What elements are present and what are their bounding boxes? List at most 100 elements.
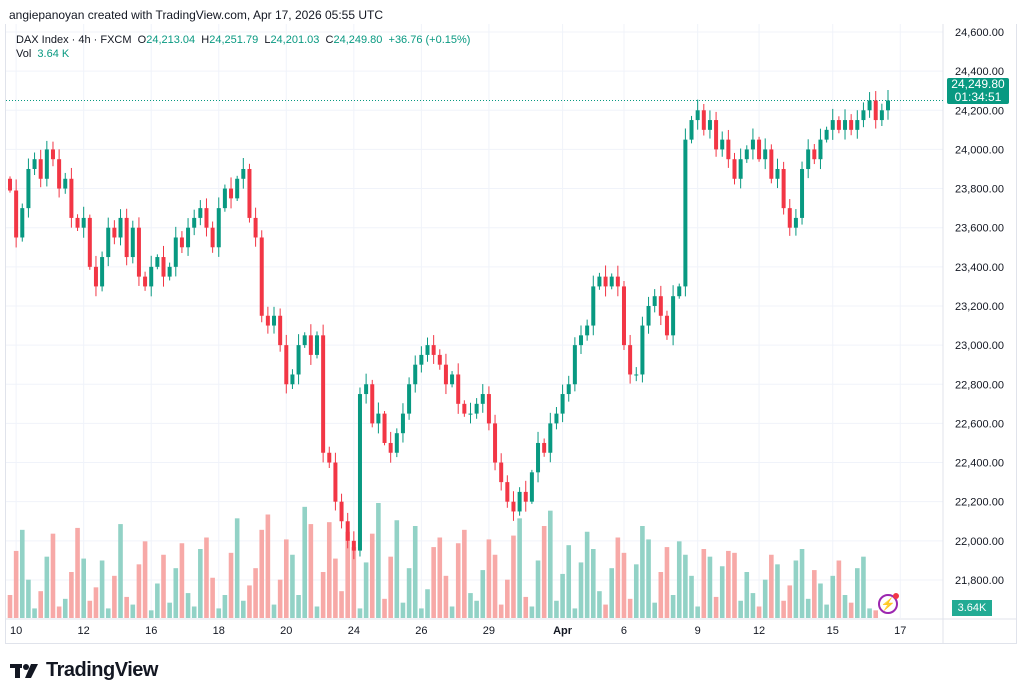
- volume-bar: [376, 503, 381, 618]
- candle-body: [714, 120, 719, 150]
- candle-body: [677, 286, 682, 297]
- candle-body: [830, 120, 835, 130]
- volume-bar: [695, 606, 700, 618]
- tradingview-logo-icon: [10, 663, 38, 678]
- volume-bar: [517, 518, 522, 618]
- volume-value: 3.64 K: [37, 48, 70, 60]
- volume-bar: [50, 533, 56, 618]
- candle-body: [517, 491, 522, 512]
- volume-bar: [775, 564, 780, 618]
- volume-bar: [621, 552, 627, 618]
- low-value: 24,201.03: [270, 34, 320, 46]
- candle-body: [738, 159, 743, 179]
- volume-bar: [701, 549, 707, 618]
- volume-bar: [320, 572, 326, 618]
- candle-body: [253, 217, 258, 238]
- price-chart[interactable]: 21,800.00 22,000.00 22,200.00 22,400.00 22,6…: [0, 0, 1024, 650]
- volume-bar: [603, 604, 608, 618]
- candle-body: [597, 276, 602, 287]
- volume-bar: [431, 547, 436, 618]
- y-tick-label: 22,400.00: [955, 458, 1004, 470]
- candle-body: [468, 413, 473, 415]
- x-tick-label: 15: [827, 625, 839, 637]
- candle-body: [480, 394, 485, 404]
- candle-body: [345, 521, 350, 541]
- volume-bar: [805, 598, 811, 618]
- volume-bar: [744, 572, 750, 618]
- volume-bar: [652, 602, 657, 618]
- volume-bar: [363, 562, 369, 618]
- candle-body: [701, 110, 706, 130]
- candle-body: [806, 149, 811, 169]
- y-tick-label: 23,200.00: [955, 301, 1004, 313]
- candle-body: [628, 345, 633, 375]
- candle-body: [382, 413, 387, 443]
- volume-bar: [56, 606, 62, 618]
- volume-bar: [535, 560, 541, 618]
- candle-body: [536, 442, 541, 473]
- candle-body: [204, 208, 209, 228]
- candle-body: [603, 276, 608, 287]
- volume-bar: [283, 539, 289, 618]
- volume-bar: [468, 593, 473, 618]
- volume-bar: [474, 600, 479, 618]
- volume-bar: [406, 568, 412, 618]
- volume-bar: [793, 560, 799, 618]
- volume-bar: [222, 595, 228, 618]
- volume-bar: [271, 604, 277, 618]
- candle-body: [241, 168, 246, 179]
- volume-bar: [155, 583, 160, 618]
- volume-bar: [824, 604, 829, 618]
- volume-bar: [572, 608, 578, 618]
- candle-body: [272, 315, 277, 326]
- volume-bar: [38, 591, 43, 618]
- candle-body: [400, 413, 405, 434]
- candle-body: [548, 423, 553, 453]
- volume-bar: [333, 558, 338, 618]
- symbol-legend: DAX Index · 4h · FXCM O24,213.04 H24,251…: [16, 32, 470, 48]
- candle-body: [216, 208, 221, 248]
- y-tick-label: 24,200.00: [955, 105, 1004, 117]
- candle-body: [136, 227, 141, 277]
- volume-bar: [191, 606, 197, 618]
- volume-bar: [382, 598, 387, 618]
- candle-body: [38, 159, 43, 179]
- candle-body: [757, 139, 762, 160]
- volume-bar: [670, 595, 676, 618]
- volume-bar: [664, 547, 670, 618]
- candle-body: [486, 394, 491, 424]
- y-tick-label: 22,600.00: [955, 418, 1004, 430]
- close-label: C: [325, 34, 334, 46]
- symbol-info[interactable]: DAX Index · 4h · FXCM: [16, 34, 132, 46]
- volume-bar: [351, 547, 357, 618]
- candle-body: [861, 110, 866, 121]
- volume-bar: [425, 589, 430, 618]
- volume-bar: [400, 602, 406, 618]
- last-price: 24,249.80: [951, 77, 1005, 91]
- candle-body: [812, 149, 817, 160]
- candle-body: [511, 501, 516, 512]
- volume-bar: [750, 593, 756, 618]
- volume-bar: [505, 579, 510, 618]
- candle-body: [173, 237, 178, 267]
- candle-body: [787, 208, 792, 228]
- candle-body: [44, 149, 49, 179]
- chart-frame: [5, 24, 1017, 644]
- candle-body: [443, 364, 448, 385]
- volume-bar: [241, 600, 246, 618]
- candle-body: [824, 129, 829, 140]
- candle-body: [609, 276, 614, 287]
- candle-body: [836, 120, 841, 130]
- candle-body: [763, 149, 768, 160]
- x-tick-label: 29: [483, 625, 495, 637]
- volume-bar: [861, 556, 866, 618]
- volume-bar: [812, 570, 817, 618]
- lightning-icon[interactable]: ⚡: [878, 593, 899, 614]
- volume-bar: [198, 549, 203, 618]
- candle-body: [652, 296, 657, 306]
- volume-bar: [265, 514, 271, 618]
- volume-bar: [259, 529, 265, 618]
- candle-body: [615, 276, 620, 287]
- candle-body: [572, 345, 577, 385]
- logo-text: TradingView: [46, 659, 158, 681]
